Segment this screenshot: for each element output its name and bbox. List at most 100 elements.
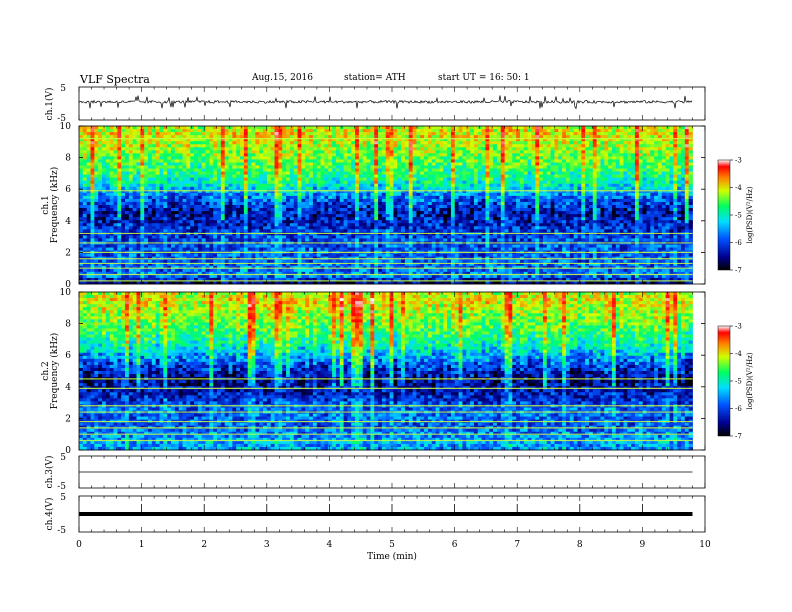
spectrogram-cell [320,144,325,148]
spectrogram-cell [470,132,475,136]
spectrogram-cell [496,211,502,215]
spectrogram-cell [588,171,594,176]
spectrogram-cell [102,168,107,172]
spectrogram-cell [286,208,291,212]
spectrogram-cell [592,217,598,221]
spectrogram-cell [623,147,628,151]
spectrogram-cell [109,144,114,148]
spectrogram-cell [240,126,245,130]
spectrogram-cell [289,153,295,157]
spectrogram-cell [546,183,552,188]
spectrogram-cell [362,189,367,194]
spectrogram-cell [466,156,471,160]
spectrogram-cell [573,180,578,185]
spectrogram-cell [82,201,88,206]
spectrogram-cell [458,159,463,163]
spectrogram-cell [634,141,640,145]
spectrogram-cell [247,132,252,136]
spectrogram-cell [316,208,321,212]
spectrogram-cell [389,153,394,157]
spectrogram-cell [343,159,348,163]
spectrogram-cell [205,183,210,188]
spectrogram-cell [623,150,628,154]
spectrogram-cell [581,171,586,176]
spectrogram-cell [542,198,548,203]
spectrogram-cell [550,183,555,188]
spectrogram-cell [680,141,686,145]
spectrogram-cell [611,211,617,215]
spectrogram-cell [201,147,206,151]
spectrogram-cell [608,189,613,194]
spectrogram-cell [558,211,563,215]
spectrogram-cell [374,211,379,215]
spectrogram-cell [79,153,84,157]
spectrogram-cell [477,186,482,191]
spectrogram-cell [274,126,279,130]
spectrogram-cell [573,141,578,145]
spectrogram-cell [247,156,252,160]
spectrogram-cell [608,141,613,145]
spectrogram-cell [247,211,252,215]
spectrogram-cell [496,183,502,188]
spectrogram-cell [665,189,670,194]
spectrogram-cell [596,171,601,176]
spectrogram-cell [178,217,183,221]
spectrogram-cell [186,144,191,148]
spectrogram-cell [424,186,429,191]
spectrogram-cell [512,217,517,221]
spectrogram-cell [98,162,103,166]
spectrogram-cell [163,220,168,224]
spectrogram-cell [615,174,621,179]
spectrogram-cell [86,174,91,179]
spectrogram-cell [504,189,509,194]
spectrogram-cell [569,189,575,194]
spectrogram-cell [205,150,210,154]
spectrogram-cell [174,186,180,191]
spectrogram-cell [151,159,157,163]
spectrogram-cell [673,126,678,130]
spectrogram-cell [374,141,379,145]
spectrogram-cell [416,129,421,133]
spectrogram-cell [473,138,479,142]
spectrogram-cell [489,177,494,182]
spectrogram-cell [178,174,183,179]
spectrogram-cell [470,177,475,182]
spectrogram-cell [485,138,490,142]
spectrogram-cell [596,147,601,151]
spectrogram-cell [79,205,84,209]
spectrogram-cell [435,168,440,172]
spectrogram-cell [286,214,291,218]
spectrogram-cell [98,201,103,206]
spectrogram-cell [439,180,444,185]
spectrogram-cell [435,162,440,166]
spectrogram-cell [266,126,272,130]
spectrogram-cell [213,147,218,151]
spectrogram-cell [220,159,226,163]
spectrogram-cell [209,153,214,157]
spectrogram-cell [355,214,360,218]
spectrogram-cell [259,198,264,203]
spectrogram-cell [178,177,183,182]
spectrogram-cell [105,126,111,130]
spectrogram-cell [316,168,321,172]
spectrogram-cell [673,171,678,176]
spectrogram-cell [500,147,505,151]
spectrogram-cell [611,183,617,188]
spectrogram-cell [266,195,272,200]
spectrogram-cell [324,168,329,172]
spectrogram-cell [324,214,329,218]
spectrogram-cell [197,144,203,148]
spectrogram-cell [439,189,444,194]
spectrogram-cell [481,183,486,188]
spectrogram-cell [608,144,613,148]
spectrogram-cell [408,168,413,172]
spectrogram-cell [412,168,417,172]
spectrogram-cell [454,129,459,133]
spectrogram-cell [573,153,578,157]
spectrogram-cell [650,147,655,151]
spectrogram-cell [569,132,575,136]
spectrogram-cell [500,195,505,200]
spectrogram-cell [190,192,195,197]
spectrogram-cell [171,177,176,182]
spectrogram-cell [243,141,249,145]
